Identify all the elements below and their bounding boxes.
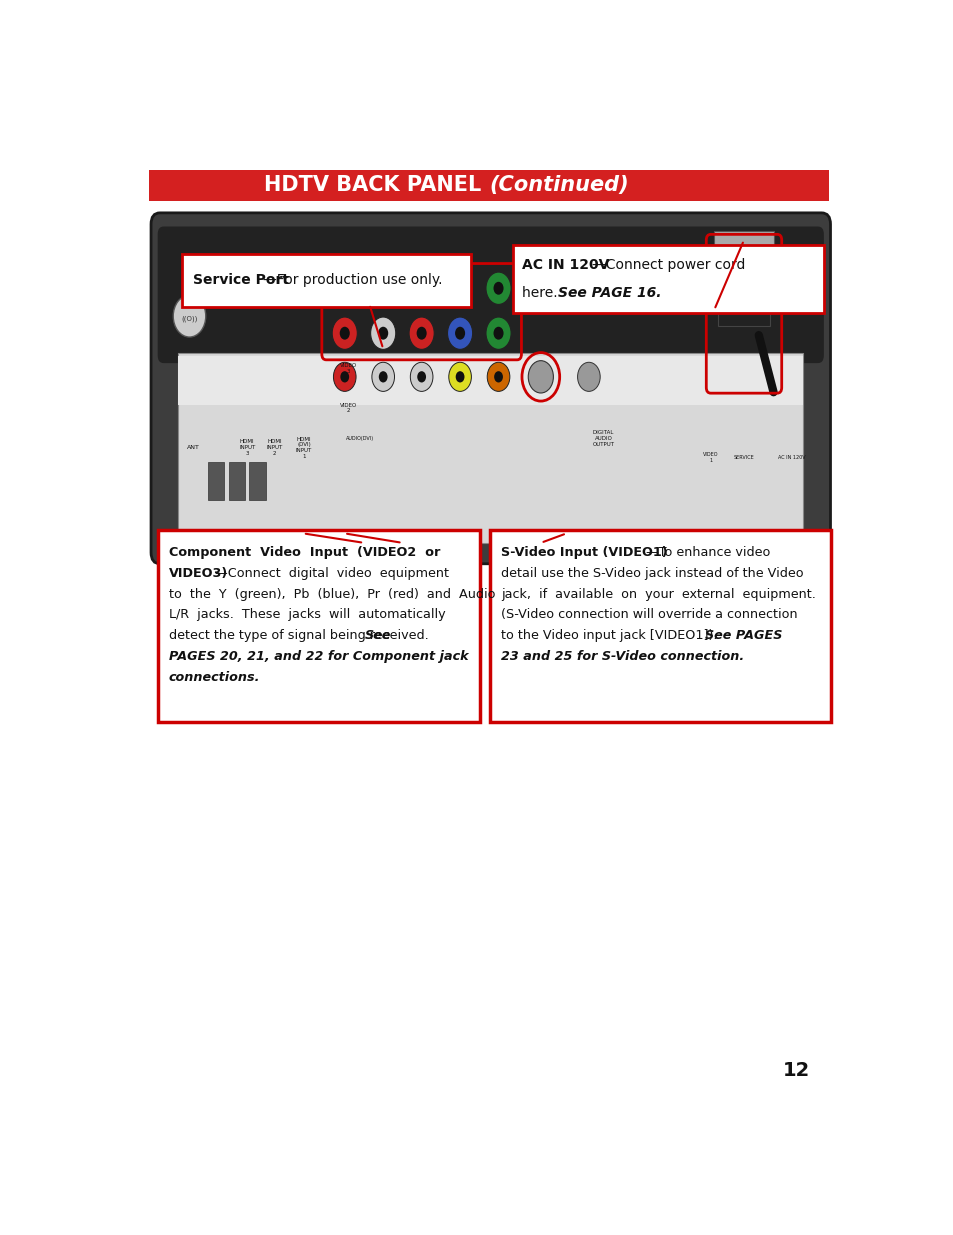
- Circle shape: [416, 282, 426, 295]
- Bar: [178, 352, 802, 543]
- Text: VIDEO
2: VIDEO 2: [339, 403, 356, 414]
- Text: jack,  if  available  on  your  external  equipment.: jack, if available on your external equi…: [501, 588, 816, 600]
- Circle shape: [456, 372, 464, 383]
- Circle shape: [370, 317, 395, 350]
- Bar: [208, 462, 224, 500]
- Circle shape: [378, 372, 387, 383]
- Text: Component  Video  Input  (VIDEO2  or: Component Video Input (VIDEO2 or: [169, 546, 439, 558]
- Circle shape: [340, 372, 349, 383]
- Bar: [149, 170, 828, 200]
- Circle shape: [409, 317, 434, 350]
- Text: Service Port: Service Port: [193, 273, 289, 288]
- Text: (Continued): (Continued): [488, 175, 628, 195]
- Circle shape: [448, 362, 471, 391]
- Circle shape: [494, 372, 502, 383]
- Text: —For production use only.: —For production use only.: [263, 273, 442, 288]
- Text: —To enhance video: —To enhance video: [646, 546, 770, 558]
- FancyBboxPatch shape: [512, 246, 823, 312]
- Circle shape: [455, 282, 465, 295]
- Circle shape: [409, 272, 434, 304]
- Text: VIDEO
1: VIDEO 1: [702, 452, 718, 463]
- FancyBboxPatch shape: [157, 226, 823, 363]
- Text: HDTV BACK PANEL: HDTV BACK PANEL: [264, 175, 488, 195]
- Text: —Connect power cord: —Connect power cord: [592, 258, 745, 272]
- Circle shape: [332, 317, 357, 350]
- Circle shape: [339, 327, 350, 340]
- Text: 23 and 25 for S-Video connection.: 23 and 25 for S-Video connection.: [501, 651, 744, 663]
- Bar: [229, 462, 245, 500]
- Text: S-Video Input (VIDEO1): S-Video Input (VIDEO1): [501, 546, 667, 558]
- Circle shape: [455, 327, 465, 340]
- Circle shape: [447, 272, 472, 304]
- Circle shape: [528, 361, 553, 393]
- Text: (S-Video connection will override a connection: (S-Video connection will override a conn…: [501, 609, 798, 621]
- Text: HDMI
INPUT
2: HDMI INPUT 2: [266, 440, 282, 456]
- Circle shape: [339, 282, 350, 295]
- Circle shape: [485, 317, 511, 350]
- Text: SERVICE: SERVICE: [733, 454, 754, 459]
- Text: ANT: ANT: [187, 446, 199, 451]
- Text: HDMI
(DVI)
INPUT
1: HDMI (DVI) INPUT 1: [295, 436, 312, 459]
- Bar: [718, 273, 769, 326]
- Circle shape: [173, 295, 206, 337]
- Circle shape: [493, 282, 503, 295]
- Text: See PAGES: See PAGES: [704, 630, 781, 642]
- Text: See: See: [364, 630, 391, 642]
- Circle shape: [332, 272, 357, 304]
- Circle shape: [577, 362, 599, 391]
- Text: detail use the S-Video jack instead of the Video: detail use the S-Video jack instead of t…: [501, 567, 803, 579]
- Bar: [249, 462, 265, 500]
- FancyBboxPatch shape: [157, 531, 479, 721]
- Text: connections.: connections.: [169, 672, 260, 684]
- FancyBboxPatch shape: [182, 253, 471, 308]
- Text: detect the type of signal being received.: detect the type of signal being received…: [169, 630, 436, 642]
- Text: HDMI
INPUT
3: HDMI INPUT 3: [239, 440, 255, 456]
- Text: —Connect  digital  video  equipment: —Connect digital video equipment: [214, 567, 448, 579]
- Circle shape: [416, 372, 426, 383]
- Text: here.: here.: [521, 285, 566, 300]
- Bar: [714, 231, 773, 278]
- Text: VIDEO
3: VIDEO 3: [339, 363, 356, 374]
- Text: AC IN 120V: AC IN 120V: [521, 258, 609, 272]
- Circle shape: [487, 362, 509, 391]
- Text: AC IN 120V: AC IN 120V: [778, 454, 805, 459]
- Text: DIGITAL
AUDIO
OUTPUT: DIGITAL AUDIO OUTPUT: [592, 430, 614, 447]
- Circle shape: [377, 282, 388, 295]
- Text: L/R  jacks.  These  jacks  will  automatically: L/R jacks. These jacks will automaticall…: [169, 609, 445, 621]
- Text: to  the  Y  (green),  Pb  (blue),  Pr  (red)  and  Audio: to the Y (green), Pb (blue), Pr (red) an…: [169, 588, 495, 600]
- Text: AUDIO(DVI): AUDIO(DVI): [345, 436, 374, 441]
- Circle shape: [334, 362, 355, 391]
- Circle shape: [447, 317, 472, 350]
- Text: ((O)): ((O)): [181, 316, 197, 322]
- Text: VIDEO3): VIDEO3): [169, 567, 228, 579]
- Circle shape: [493, 327, 503, 340]
- Circle shape: [485, 272, 511, 304]
- Text: See PAGE 16.: See PAGE 16.: [558, 285, 660, 300]
- Bar: [178, 356, 802, 405]
- FancyBboxPatch shape: [490, 531, 830, 721]
- FancyBboxPatch shape: [151, 212, 830, 563]
- Circle shape: [372, 362, 395, 391]
- Circle shape: [370, 272, 395, 304]
- Circle shape: [416, 327, 426, 340]
- Text: to the Video input jack [VIDEO1]).: to the Video input jack [VIDEO1]).: [501, 630, 725, 642]
- Circle shape: [410, 362, 433, 391]
- Text: 12: 12: [782, 1061, 810, 1081]
- Circle shape: [377, 327, 388, 340]
- Text: PAGES 20, 21, and 22 for Component jack: PAGES 20, 21, and 22 for Component jack: [169, 651, 468, 663]
